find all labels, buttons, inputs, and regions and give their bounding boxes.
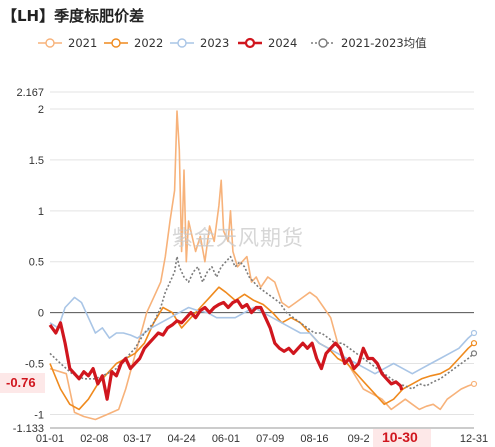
legend-label: 2021 [68, 36, 97, 50]
x-tick-label: 06-01 [212, 433, 240, 445]
series-line-2024 [48, 298, 404, 401]
y-tick-label: -1 [34, 409, 44, 421]
legend-swatch-marker [244, 37, 256, 49]
legend-swatch-marker [177, 38, 187, 48]
x-tick-label: 03-17 [123, 433, 151, 445]
last-date-badge: 10-30 [373, 429, 431, 447]
watermark: 紫金天风期货 [172, 226, 304, 250]
series-end-marker [470, 350, 478, 357]
legend-label: 2024 [268, 36, 297, 50]
last-value-label: -0.76 [6, 375, 36, 390]
legend-swatch-marker [45, 38, 55, 48]
y-tick-label: 2 [38, 104, 44, 116]
x-tick-label: 07-09 [256, 433, 284, 445]
title-bar: 【LH】季度标肥价差 [0, 0, 495, 30]
y-tick-label: -1.133 [13, 423, 44, 435]
x-tick-label: 09-2 [348, 433, 370, 445]
legend-label: 2021-2023均值 [341, 36, 427, 50]
x-tick-label: 08-16 [300, 433, 328, 445]
series-line-2022 [49, 286, 475, 411]
y-tick-label: 0.5 [29, 257, 44, 269]
y-tick-label: 1 [38, 206, 44, 218]
y-tick-label: 2.167 [16, 87, 44, 99]
series-line-2021-2023均值 [49, 255, 475, 390]
series-end-marker [470, 329, 478, 337]
last-value-badge: -0.76 [0, 373, 45, 393]
legend-label: 2023 [200, 36, 229, 50]
x-tick-label: 04-24 [168, 433, 196, 445]
series-line-2021 [49, 110, 475, 421]
y-tick-label: 0 [38, 308, 44, 320]
x-tick-label: 01-01 [36, 433, 64, 445]
legend-label: 2022 [134, 36, 163, 50]
y-tick-label: -0.5 [25, 359, 44, 371]
legend-swatch-marker [111, 38, 121, 48]
x-tick-label: 12-31 [460, 433, 488, 445]
series-line-2023 [49, 296, 475, 375]
y-tick-label: 1.5 [29, 155, 44, 167]
series-end-marker [470, 340, 478, 347]
last-date-label: 10-30 [382, 429, 418, 445]
legend-swatch-marker [318, 38, 328, 48]
x-tick-label: 02-08 [80, 433, 108, 445]
chart-title: 【LH】季度标肥价差 [2, 7, 145, 25]
series-end-marker [470, 380, 478, 388]
